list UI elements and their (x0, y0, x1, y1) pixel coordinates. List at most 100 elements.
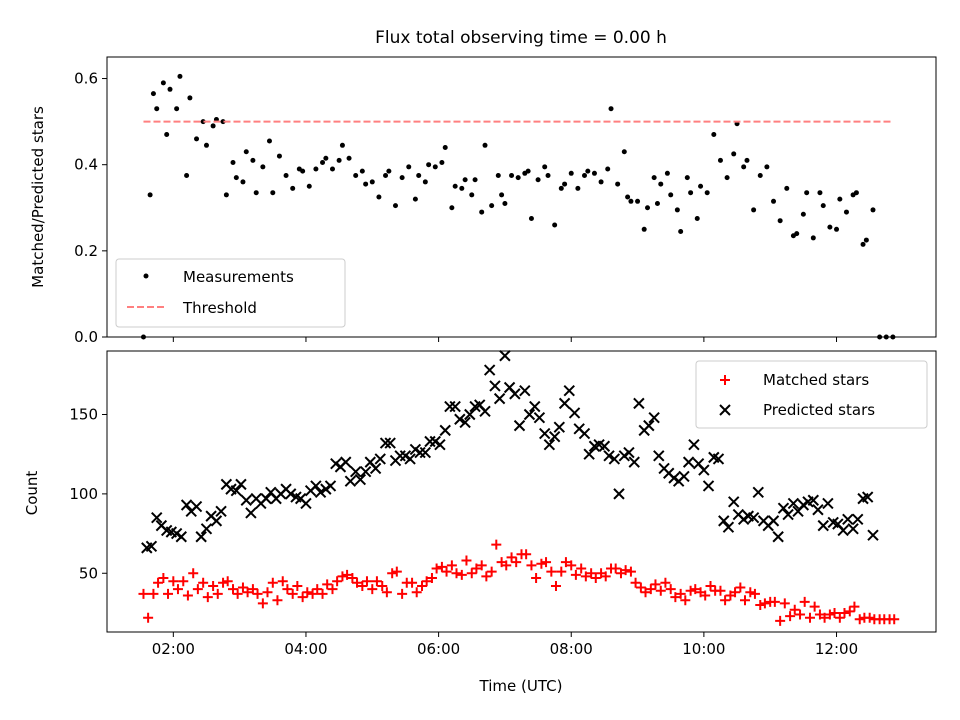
predicted-stars-point (489, 380, 501, 392)
predicted-stars-point (563, 384, 575, 397)
measurements-point (359, 168, 365, 174)
matched-stars-point (590, 573, 601, 584)
measurements-point (306, 183, 312, 189)
matched-stars-point (600, 571, 611, 582)
measurements-point (794, 231, 800, 237)
bottom-legend: Matched stars Predicted stars (695, 360, 928, 429)
matched-stars-point (317, 588, 328, 599)
measurements-point (635, 198, 641, 204)
predicted-stars-point (195, 531, 207, 543)
predicted-stars-point (404, 453, 416, 465)
matched-stars-point (785, 611, 796, 622)
matched-stars-point (556, 566, 567, 577)
predicted-stars-point (558, 397, 571, 410)
matched-stars-point (242, 587, 253, 598)
measurements-point (545, 172, 551, 178)
predicted-stars-point (568, 407, 581, 419)
measurements-point (230, 160, 236, 166)
predicted-stars-point (180, 499, 193, 511)
predicted-stars-point (688, 438, 700, 451)
matched-stars-point (541, 557, 552, 568)
matched-stars-point (550, 580, 561, 591)
measurements-point (184, 172, 190, 178)
predicted-stars-point (384, 437, 396, 449)
measurements-point (313, 166, 319, 172)
measurements-point (164, 132, 170, 138)
matched-stars-point (759, 598, 770, 609)
matched-stars-point (650, 579, 661, 590)
matched-stars-point (407, 577, 418, 588)
measurements-point (260, 164, 266, 170)
matched-stars-point (670, 592, 681, 603)
matched-stars-point (625, 566, 636, 577)
measurements-point (804, 190, 810, 196)
measurements-point (678, 228, 684, 234)
matched-stars-point (685, 585, 696, 596)
matched-stars-point (580, 571, 591, 582)
predicted-stars-point (812, 504, 824, 516)
matched-stars-point (755, 600, 766, 611)
matched-stars-point (775, 615, 786, 626)
bottom-plot-frame (106, 350, 937, 633)
predicted-stars-point (623, 446, 635, 459)
matched-stars-point (332, 576, 343, 587)
bottom-y-ticks: 50 100 150 (69, 406, 107, 582)
measurements-point (462, 177, 468, 183)
predicted-stars-point (479, 405, 491, 418)
predicted-stars-point (529, 400, 541, 413)
measurements-point (369, 179, 375, 185)
predicted-stars-point (245, 507, 257, 519)
matched-stars-point (387, 568, 398, 579)
matched-stars-point (218, 577, 229, 588)
predicted-stars-point (483, 364, 496, 376)
measurements-point (598, 179, 604, 185)
measurements-point (525, 168, 531, 174)
predicted-stars-point (867, 529, 879, 541)
measurements-point (528, 216, 534, 222)
matched-stars-point (586, 568, 597, 579)
predicted-stars-point (300, 497, 312, 510)
matched-stars-point (138, 588, 149, 599)
measurements-point (870, 207, 876, 213)
matched-stars-point (302, 587, 313, 598)
measurements-point (654, 200, 660, 206)
measurements-point (777, 218, 783, 224)
matched-stars-point (307, 588, 318, 599)
measurements-point (688, 190, 694, 196)
measurements-point (582, 172, 588, 178)
predicted-stars-point (513, 419, 526, 432)
measurements-point (502, 200, 508, 206)
measurements-point (323, 155, 329, 161)
measurements-point (459, 185, 465, 191)
measurements-point (154, 106, 160, 112)
measurements-point (266, 138, 272, 144)
measurements-point (426, 162, 432, 168)
matched-stars-point (630, 577, 641, 588)
predicted-stars-point (653, 450, 665, 462)
predicted-stars-point (767, 515, 780, 527)
legend-label-matched: Matched stars (763, 371, 869, 389)
matched-stars-point (705, 580, 716, 591)
measurements-point (641, 226, 647, 232)
matched-stars-point (377, 580, 388, 591)
x-tick-label: 02:00 (152, 640, 195, 658)
matched-stars-point (267, 577, 278, 588)
matched-stars-point (824, 609, 835, 620)
matched-stars-point (168, 576, 179, 587)
matched-stars-point (491, 539, 502, 550)
predicted-stars-point (747, 511, 760, 524)
matched-stars-point (566, 560, 577, 571)
predicted-stars-point (728, 496, 740, 508)
measurements-point (386, 168, 392, 174)
predicted-stars-point (175, 531, 187, 543)
matched-stars-point (466, 568, 477, 579)
matched-stars-point (690, 584, 701, 595)
matched-stars-point (680, 595, 691, 606)
matched-stars-point (745, 587, 756, 598)
predicted-stars-point (374, 453, 386, 465)
measurements-point (843, 209, 849, 215)
matched-stars-point (371, 576, 382, 587)
matched-stars-point (232, 588, 243, 599)
matched-stars-point (337, 571, 348, 582)
matched-stars-point (889, 614, 900, 625)
